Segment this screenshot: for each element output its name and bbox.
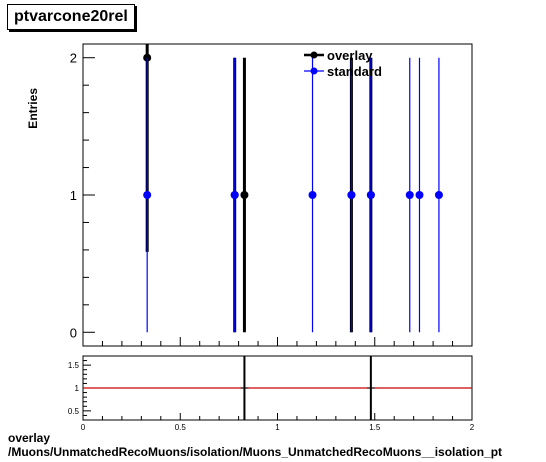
ratio-y-tick-label: 0.5 xyxy=(68,407,80,416)
main-plot-frame: 0 1 2 Entries xyxy=(26,43,473,347)
ratio-x-tick-label: 0 xyxy=(81,423,86,430)
ratio-x-tick-label: 1 xyxy=(275,423,280,430)
legend-marker-standard xyxy=(310,67,318,75)
y-tick-label: 2 xyxy=(70,51,77,66)
legend-label-overlay: overlay xyxy=(327,48,373,63)
overlay-point xyxy=(240,191,249,199)
title-box: ptvarcone20rel xyxy=(7,4,135,30)
y-axis-title: Entries xyxy=(26,88,40,129)
y-tick-label: 1 xyxy=(70,188,77,203)
standard-point xyxy=(230,191,239,199)
standard-point xyxy=(415,191,424,199)
standard-point xyxy=(308,191,317,199)
ratio-x-tick-label: 1.5 xyxy=(369,423,381,430)
legend-marker-overlay xyxy=(310,51,318,59)
standard-point xyxy=(347,191,356,199)
ratio-x-tick-label: 0.5 xyxy=(175,423,187,430)
standard-point xyxy=(405,191,414,199)
chart-title: ptvarcone20rel xyxy=(14,8,128,25)
main-plot-marks xyxy=(143,44,443,333)
legend-label-standard: standard xyxy=(327,64,382,79)
ratio-y-tick-label: 1.5 xyxy=(68,361,80,370)
footer-line-2: /Muons/UnmatchedRecoMuons/isolation/Muon… xyxy=(8,445,503,459)
standard-point xyxy=(143,191,152,199)
ratio-x-tick-label: 2 xyxy=(470,423,475,430)
standard-point xyxy=(366,191,375,199)
footer-line-1: overlay xyxy=(8,431,51,445)
standard-point xyxy=(434,191,443,199)
ratio-plot-marks xyxy=(83,356,472,420)
y-tick-label: 0 xyxy=(70,325,77,340)
footer-caption: overlay /Muons/UnmatchedRecoMuons/isolat… xyxy=(8,431,502,459)
ratio-plot-frame: 0.511.500.511.52ptvarcone20rel xyxy=(68,355,475,430)
ratio-y-tick-label: 1 xyxy=(75,384,80,393)
